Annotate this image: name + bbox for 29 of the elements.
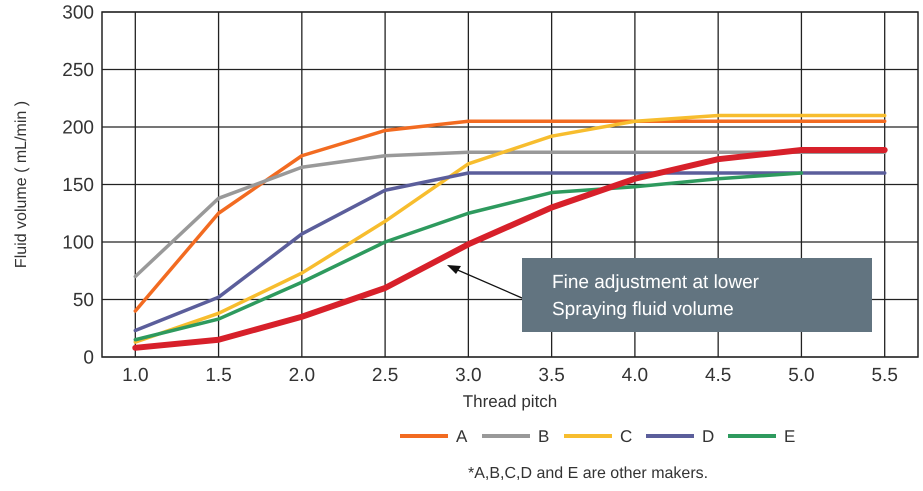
legend-label: C [620, 427, 632, 446]
y-tick-label: 50 [72, 290, 94, 312]
line-series [134, 171, 804, 342]
y-tick-label: 100 [62, 232, 94, 254]
y-tick-label: 200 [62, 118, 94, 139]
x-tick-label: 2.5 [372, 365, 398, 386]
x-tick-label: 2.0 [288, 365, 316, 386]
y-tick-label: 250 [62, 60, 94, 82]
x-tick-label: 5.5 [871, 365, 898, 386]
y-axis-title: Fluid volume ( mL/min ) [13, 100, 30, 268]
x-tick-label: 3.5 [538, 365, 565, 386]
x-tick-label: 1.0 [122, 365, 149, 386]
text: *A,B,C,D and E are other makers. [468, 465, 708, 482]
legend-label: B [538, 427, 550, 446]
x-tick-label: 4.0 [622, 365, 648, 386]
legend-label: D [702, 427, 714, 446]
x-tick-label: 5.0 [788, 365, 815, 386]
x-axis-title: Thread pitch [462, 392, 558, 411]
y-tick-label: 300 [62, 2, 94, 24]
legend-label: E [784, 427, 796, 446]
x-tick-label: 3.0 [455, 365, 482, 386]
line-series [134, 171, 886, 332]
annotation: Fine adjustment at lower Spraying fluid volume [552, 272, 760, 320]
y-tick-label: 150 [62, 175, 94, 196]
legend-label: A [456, 427, 468, 446]
y-tick-label: 0 [83, 348, 94, 369]
x-tick-label: 1.5 [205, 365, 232, 386]
line-series [134, 114, 886, 344]
x-tick-label: 4.5 [704, 365, 732, 386]
